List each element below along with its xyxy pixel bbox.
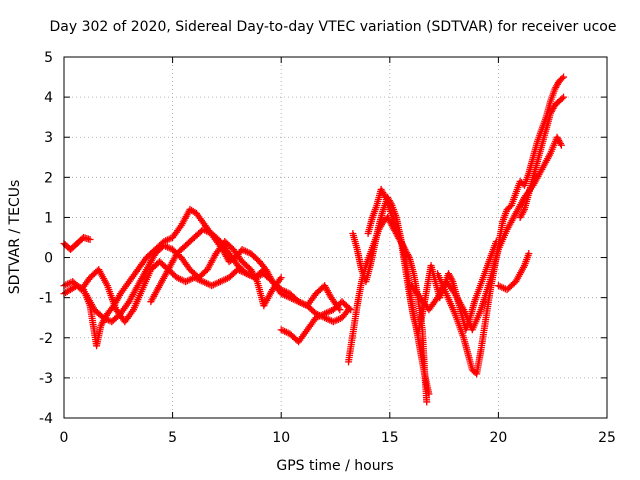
data-point (560, 73, 568, 81)
data-points (60, 73, 568, 406)
y-tick-label-3: -1 (39, 291, 53, 307)
x-tick-label-5: 25 (598, 430, 616, 446)
data-point (520, 207, 528, 215)
data-point (448, 276, 456, 284)
data-point (525, 250, 533, 258)
data-point (425, 390, 433, 398)
data-point (557, 141, 565, 149)
data-point (381, 192, 389, 200)
data-point (260, 266, 268, 274)
axes (63, 56, 608, 419)
series-track-1 (60, 234, 94, 254)
tick-labels: 0 5 10 15 20 25 -4 -3 -2 -1 0 1 2 3 4 5 (39, 50, 616, 446)
y-tick-label-6: 2 (44, 170, 53, 186)
y-tick-label-0: -4 (39, 411, 53, 427)
data-point (557, 140, 565, 148)
y-tick-label-9: 5 (44, 50, 53, 66)
x-tick-label-2: 10 (272, 430, 290, 446)
y-tick-label-7: 3 (44, 130, 53, 146)
plot-border (63, 56, 608, 419)
series-track-13 (516, 93, 568, 221)
data-point (86, 236, 94, 244)
y-tick-label-1: -3 (39, 371, 53, 387)
x-axis-label: GPS time / hours (276, 458, 393, 474)
x-tick-label-1: 5 (168, 430, 177, 446)
data-point (258, 267, 266, 275)
series-track-12 (494, 250, 533, 294)
chart-title: Day 302 of 2020, Sidereal Day-to-day VTE… (50, 19, 617, 35)
data-point (345, 304, 353, 312)
data-point (336, 306, 344, 314)
y-tick-label-2: -2 (39, 331, 53, 347)
data-point (347, 306, 355, 314)
x-tick-label-4: 20 (489, 430, 507, 446)
series-track-6 (277, 298, 355, 346)
x-tick-label-3: 15 (381, 430, 399, 446)
y-tick-label-8: 4 (44, 90, 53, 106)
series-track-11 (434, 73, 568, 378)
data-point (560, 93, 568, 101)
data-point (558, 94, 566, 102)
data-point (423, 398, 431, 406)
y-tick-label-5: 1 (44, 210, 53, 226)
y-tick-label-4: 0 (44, 251, 53, 267)
data-point (558, 74, 566, 82)
series-track-5 (147, 225, 268, 306)
data-point (277, 274, 285, 282)
x-tick-label-0: 0 (60, 430, 69, 446)
y-axis-label: SDTVAR / TECUs (7, 180, 23, 295)
series-track-9 (364, 185, 433, 398)
